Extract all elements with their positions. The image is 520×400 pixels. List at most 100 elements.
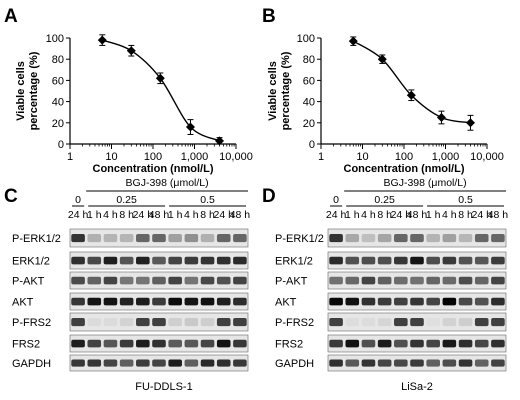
blot-band bbox=[103, 234, 118, 243]
blot-band bbox=[136, 297, 150, 306]
y-axis-title-line: Viable cells bbox=[267, 61, 279, 121]
blot-band bbox=[394, 359, 408, 367]
blot-band bbox=[136, 318, 150, 327]
lane-label: 24 h bbox=[68, 209, 89, 221]
blot-band bbox=[152, 256, 166, 265]
blot-band bbox=[491, 256, 505, 265]
blot-band bbox=[216, 339, 231, 348]
blot-band bbox=[426, 318, 440, 327]
blot-band bbox=[200, 276, 215, 285]
x-tick-label: 100 bbox=[144, 151, 162, 163]
blot-band bbox=[216, 234, 231, 243]
blot-band bbox=[426, 339, 440, 348]
lane-label: 48 h bbox=[149, 209, 170, 221]
blot-band bbox=[329, 256, 343, 265]
y-tick-label: 0 bbox=[309, 139, 315, 151]
x-tick-label: 1,000 bbox=[181, 151, 209, 163]
blot-band bbox=[216, 297, 231, 306]
blot-band bbox=[345, 297, 360, 306]
chart-panel-B: B 0 20 40 60 80 100 1 10 100 1,000 10,000 Concentrat… bbox=[262, 6, 504, 175]
lane-label: 24 h bbox=[472, 209, 493, 221]
blot-band bbox=[119, 256, 134, 265]
blot-band bbox=[426, 359, 440, 367]
blot-band bbox=[87, 297, 102, 306]
blot-band bbox=[329, 234, 343, 243]
blot-band bbox=[119, 318, 134, 327]
blot-band bbox=[442, 339, 457, 348]
blot-band bbox=[184, 276, 199, 285]
protein-label: AKT bbox=[275, 297, 297, 309]
series-line bbox=[102, 39, 220, 142]
lane-label: 48 h bbox=[407, 209, 428, 221]
y-tick-label: 100 bbox=[297, 33, 315, 45]
blot-band bbox=[200, 339, 215, 348]
y-axis-title-line: Viable cells bbox=[15, 61, 27, 121]
lane-label: 24 h bbox=[391, 209, 412, 221]
data-point bbox=[185, 122, 195, 132]
series-line bbox=[352, 40, 471, 124]
lane-label: 1 h bbox=[345, 209, 360, 221]
blot-band bbox=[458, 276, 473, 285]
blot-band bbox=[119, 234, 134, 243]
blot-band bbox=[410, 276, 424, 285]
blot-band bbox=[458, 339, 473, 348]
blot-band bbox=[491, 297, 505, 306]
concentration-label: 0.25 bbox=[116, 194, 137, 206]
data-point bbox=[377, 54, 387, 64]
lane-label: 4 h bbox=[103, 209, 118, 221]
blot-band bbox=[233, 339, 247, 348]
protein-label: ERK1/2 bbox=[12, 256, 50, 268]
blot-band bbox=[361, 234, 376, 243]
protein-label: P-ERK1/2 bbox=[12, 233, 61, 245]
protein-label: P-AKT bbox=[275, 276, 308, 288]
data-point bbox=[465, 118, 475, 128]
blot-band bbox=[377, 339, 392, 348]
blot-band bbox=[377, 297, 392, 306]
blot-band bbox=[361, 256, 376, 265]
blot-band bbox=[87, 339, 102, 348]
blot-band bbox=[119, 339, 134, 348]
blot-band bbox=[71, 339, 85, 348]
protein-label: P-FRS2 bbox=[275, 317, 314, 329]
lane-label: 48 h bbox=[230, 209, 251, 221]
blot-band bbox=[491, 339, 505, 348]
blot-band bbox=[345, 359, 360, 367]
x-tick-label: 10 bbox=[356, 151, 368, 163]
blot-band bbox=[377, 256, 392, 265]
lane-label: 24 h bbox=[214, 209, 235, 221]
blot-band bbox=[136, 256, 150, 265]
data-point bbox=[126, 46, 136, 56]
lane-label: 8 h bbox=[377, 209, 392, 221]
x-tick-label: 1 bbox=[67, 151, 73, 163]
blot-band bbox=[71, 297, 85, 306]
blot-band bbox=[119, 359, 134, 367]
blot-band bbox=[216, 359, 231, 367]
protein-label: GAPDH bbox=[275, 358, 314, 370]
x-tick-label: 10,000 bbox=[470, 151, 504, 163]
panel-label: D bbox=[262, 186, 276, 207]
blot-band bbox=[442, 359, 457, 367]
blot-band bbox=[168, 359, 182, 367]
blot-band bbox=[410, 256, 424, 265]
y-axis-title: Viable cellspercentage (%) bbox=[15, 51, 40, 130]
data-point bbox=[214, 136, 224, 146]
y-tick-label: 60 bbox=[52, 75, 64, 87]
cell-line-label: LiSa-2 bbox=[401, 381, 433, 393]
blot-band bbox=[184, 256, 199, 265]
blot-band bbox=[152, 339, 166, 348]
blot-band bbox=[184, 339, 199, 348]
lane-label: 8 h bbox=[200, 209, 215, 221]
protein-label: FRS2 bbox=[275, 339, 303, 351]
lane-label: 1 h bbox=[87, 209, 102, 221]
blot-band bbox=[233, 297, 247, 306]
blot-band bbox=[345, 234, 360, 243]
blot-band bbox=[71, 256, 85, 265]
blot-band bbox=[136, 276, 150, 285]
blot-band bbox=[87, 359, 102, 367]
protein-label: P-ERK1/2 bbox=[275, 233, 324, 245]
blot-band bbox=[361, 339, 376, 348]
blot-band bbox=[458, 297, 473, 306]
blot-band bbox=[474, 359, 489, 367]
